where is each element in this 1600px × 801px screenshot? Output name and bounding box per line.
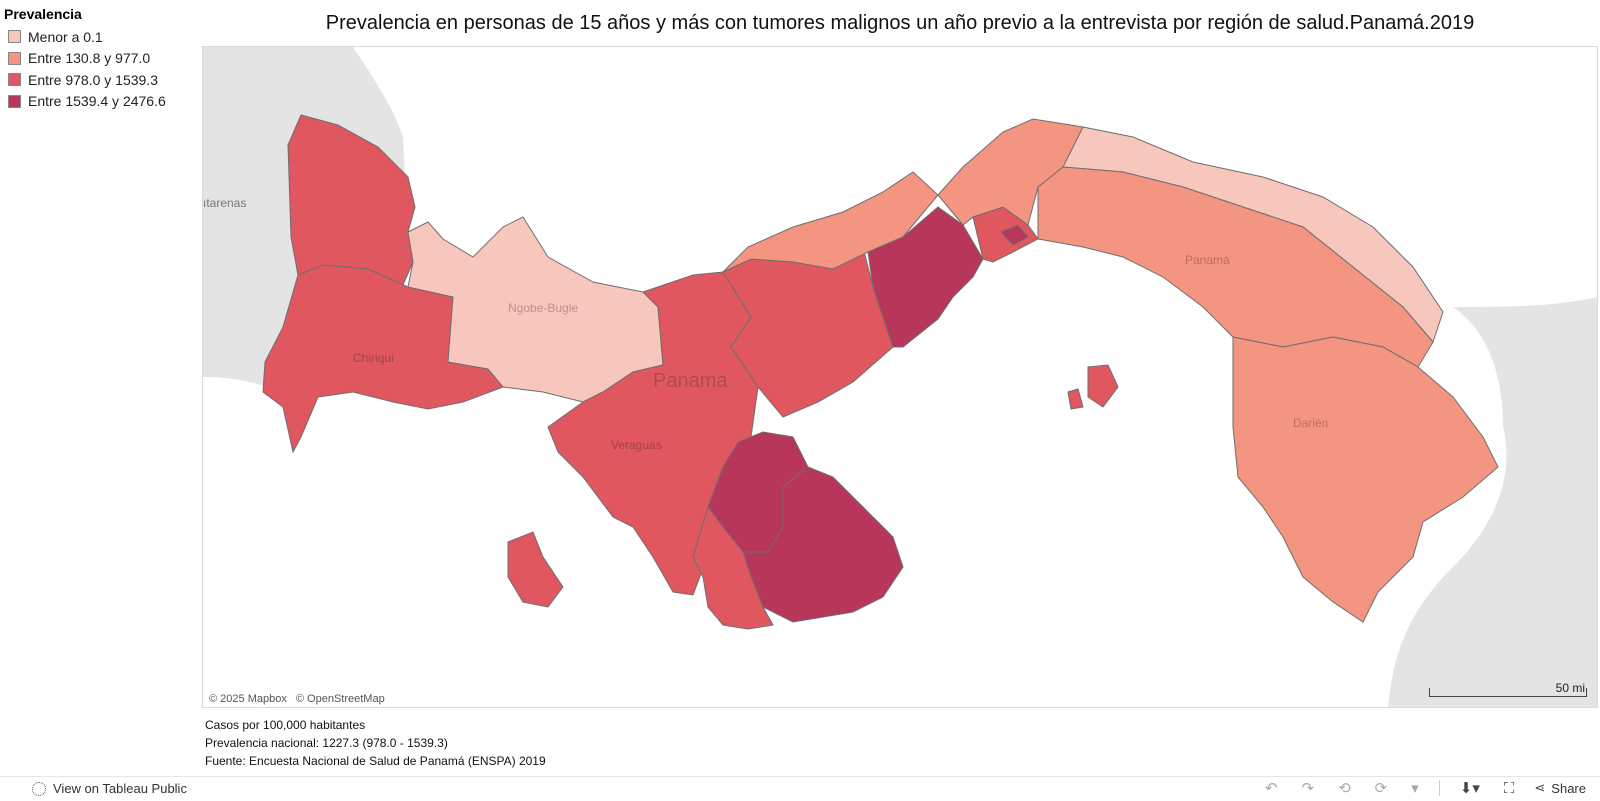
share-icon: ⋖ [1534, 780, 1546, 795]
legend-swatch [8, 30, 21, 44]
tableau-logo-icon [32, 781, 46, 796]
map-canvas[interactable]: Panama ıtarenas Chiriquí Ngobe-Bugle Ver… [203, 47, 1598, 708]
toolbar-divider [1438, 780, 1440, 796]
scale-bar [1429, 688, 1587, 697]
region-panama-este-interior[interactable] [1037, 166, 1434, 368]
refresh-icon[interactable]: ⟳ [1374, 780, 1388, 797]
footer-units: Casos por 100,000 habitantes [205, 718, 366, 732]
scale-bar-label: 50 mi [1555, 681, 1585, 695]
island-pearl-small [1067, 388, 1084, 410]
legend-swatch [8, 73, 21, 87]
footer-source: Fuente: Encuesta Nacional de Salud de Pa… [205, 754, 546, 768]
tableau-toolbar: View on Tableau Public ↶ ↷ ⟲ ⟳ ▾ ⬇▾ ⛶ ⋖ … [0, 776, 1600, 801]
legend-item-label: Entre 130.8 y 977.0 [28, 50, 151, 67]
legend-swatch [8, 51, 21, 65]
map-attribution[interactable]: © 2025 Mapbox © OpenStreetMap [209, 693, 391, 705]
region-azuero-south[interactable] [692, 505, 774, 630]
share-label: Share [1551, 780, 1586, 796]
legend-item-label: Menor a 0.1 [28, 28, 103, 45]
map-label-costa-rica-city: ıtarenas [203, 196, 246, 210]
island-pearl-archipelago [1087, 364, 1119, 408]
legend-title: Prevalencia [4, 6, 82, 22]
region-los-santos[interactable] [742, 466, 904, 623]
footer-notes: Casos por 100,000 habitantes Prevalencia… [205, 716, 546, 770]
mapbox-attribution[interactable]: © 2025 Mapbox [209, 693, 287, 705]
region-darien[interactable] [1232, 336, 1499, 623]
share-button[interactable]: ⋖ Share [1534, 780, 1586, 796]
pause-dropdown-icon[interactable]: ▾ [1411, 780, 1419, 797]
map-label-darien: Darién [1293, 416, 1328, 430]
map-label-veraguas: Veraguas [611, 438, 662, 452]
legend-item-1539[interactable]: Entre 1539.4 y 2476.6 [4, 91, 200, 113]
region-panama-oeste[interactable] [867, 206, 984, 348]
fullscreen-icon[interactable]: ⛶ [1503, 779, 1515, 797]
choropleth-map[interactable]: Panama ıtarenas Chiriquí Ngobe-Bugle Ver… [202, 46, 1598, 708]
toolbar-actions: ↶ ↷ ⟲ ⟳ ▾ ⬇▾ ⛶ ⋖ Share [1253, 779, 1586, 798]
view-on-tableau-link[interactable]: View on Tableau Public [32, 781, 187, 796]
undo-icon[interactable]: ↶ [1264, 780, 1278, 797]
legend-item-130[interactable]: Entre 130.8 y 977.0 [4, 48, 200, 70]
legend-item-978[interactable]: Entre 978.0 y 1539.3 [4, 69, 200, 91]
footer-national-prevalence: Prevalencia nacional: 1227.3 (978.0 - 15… [205, 736, 448, 750]
revert-icon[interactable]: ⟲ [1338, 780, 1351, 797]
legend: Prevalencia Menor a 0.1 Entre 130.8 y 97… [4, 6, 200, 112]
view-on-tableau-label: View on Tableau Public [53, 781, 187, 796]
island-coiba [507, 531, 564, 608]
region-san-miguelito[interactable] [1000, 224, 1029, 246]
redo-icon[interactable]: ↷ [1301, 780, 1315, 797]
map-label-country: Panama [653, 370, 728, 392]
map-label-ngobe: Ngobe-Bugle [508, 301, 578, 315]
map-title: Prevalencia en personas de 15 años y más… [325, 12, 1475, 34]
legend-item-label: Entre 978.0 y 1539.3 [28, 71, 158, 88]
legend-item-label: Entre 1539.4 y 2476.6 [28, 93, 166, 110]
legend-item-menor[interactable]: Menor a 0.1 [4, 26, 200, 48]
map-label-panama-region: Panamá [1185, 253, 1230, 267]
osm-attribution[interactable]: © OpenStreetMap [295, 693, 385, 705]
download-icon[interactable]: ⬇▾ [1459, 780, 1480, 797]
legend-swatch [8, 94, 21, 108]
map-label-chiriqui: Chiriquí [353, 351, 395, 365]
colombia-land [1388, 297, 1597, 707]
